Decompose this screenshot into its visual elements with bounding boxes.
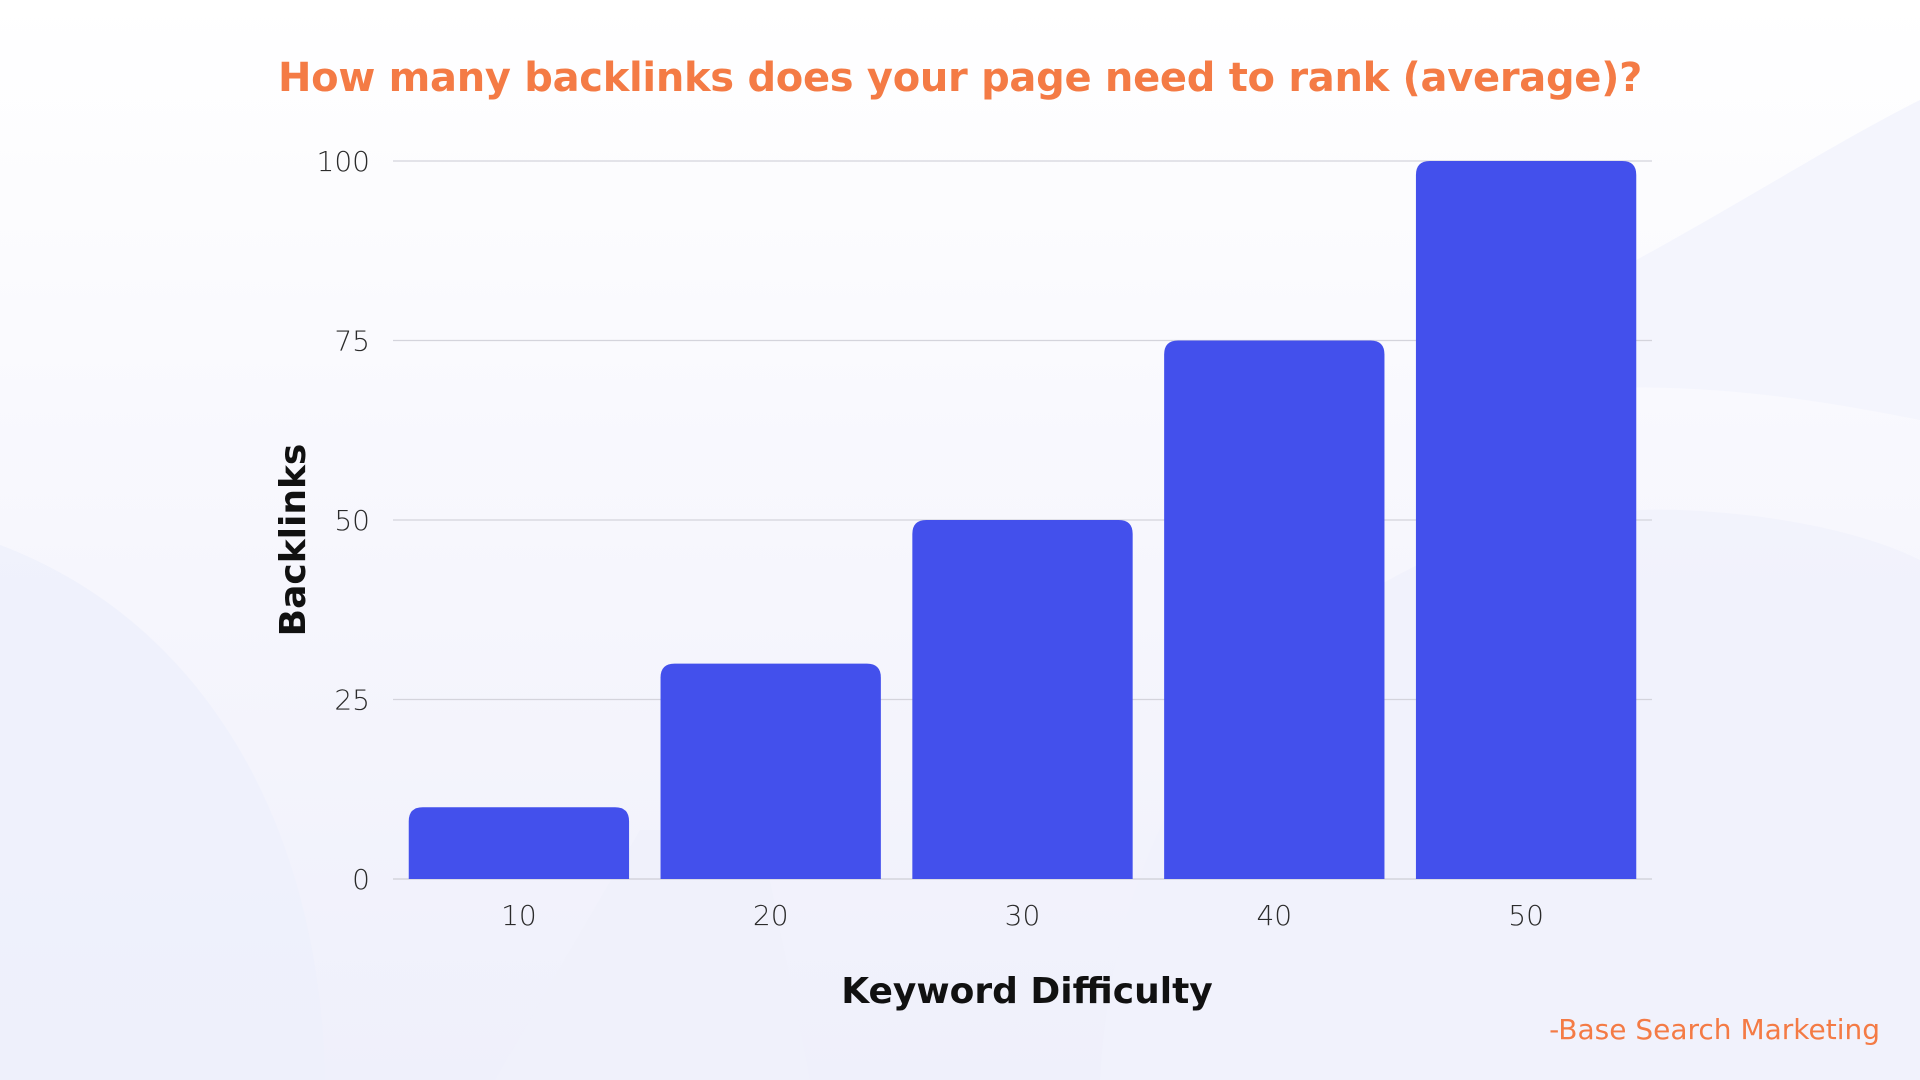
bar-20 [660,663,881,879]
x-tick-label: 50 [1508,899,1544,932]
source-credit: -Base Search Marketing [1549,1013,1880,1046]
y-tick-label: 0 [352,863,370,896]
bar-30 [912,520,1133,879]
x-tick-label: 30 [1005,899,1041,932]
bar-10 [408,807,630,879]
y-tick-label: 50 [334,504,370,537]
bar-40 [1164,340,1385,879]
y-axis-title: Backlinks [273,444,314,637]
background-arc-left [0,545,325,1080]
y-tick-label: 25 [334,684,370,717]
x-axis-title: Keyword Difficulty [841,971,1213,1012]
x-tick-label: 40 [1256,899,1292,932]
y-tick-label: 75 [334,325,370,358]
bar-50 [1415,161,1637,879]
y-tick-labels: 0 25 50 75 100 [317,145,370,896]
x-tick-label: 20 [753,899,789,932]
bars [408,161,1637,879]
chart-title: How many backlinks does your page need t… [277,55,1642,101]
x-tick-label: 10 [501,899,537,932]
x-tick-labels: 10 20 30 40 50 [501,899,1544,932]
background-wedge-bottom [495,830,810,1080]
y-tick-label: 100 [317,145,370,178]
